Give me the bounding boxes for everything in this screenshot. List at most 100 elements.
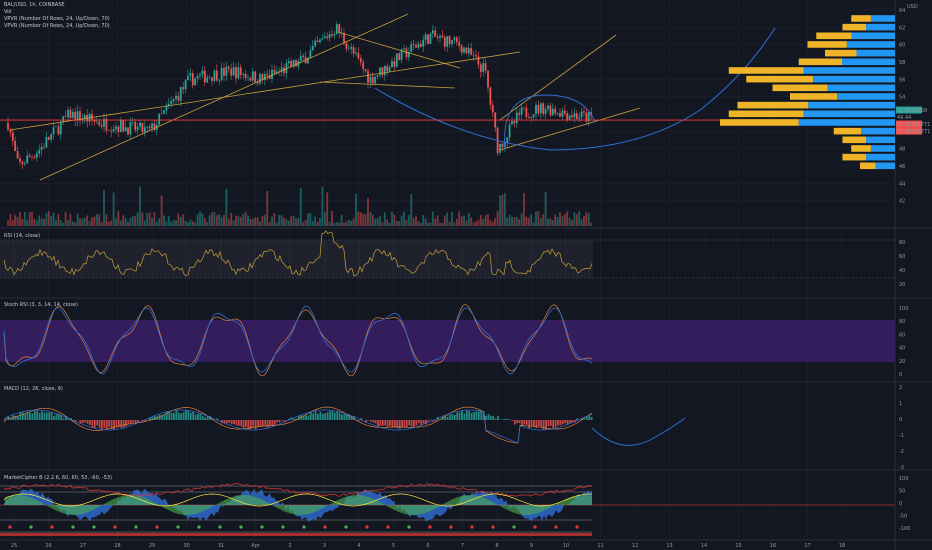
volume-bar [393, 214, 396, 226]
candle-body [530, 117, 533, 119]
volume-bar [513, 217, 516, 226]
volume-bar [345, 221, 348, 226]
macd-hist [432, 420, 435, 422]
volume-bar [81, 218, 84, 226]
candle-body [47, 137, 50, 140]
macd-hist [444, 416, 447, 420]
macd-hist [29, 412, 31, 420]
macd-hist [336, 411, 339, 420]
candle-body [515, 112, 518, 124]
macd-hist [163, 414, 166, 420]
candle-body [311, 45, 314, 51]
volume-bar [271, 216, 273, 226]
macd-hist [345, 413, 348, 420]
candle-body [249, 77, 252, 81]
candle-body [148, 126, 151, 129]
volume-bar [407, 214, 410, 226]
macd-hist [36, 410, 39, 420]
macd-hist [43, 412, 46, 420]
candle-body [520, 107, 523, 115]
volume-bar [153, 212, 156, 226]
candle-body [415, 45, 417, 48]
volume-bar [340, 214, 343, 226]
candle-body [431, 30, 434, 34]
macd-hist [137, 420, 139, 423]
mc-dot [239, 525, 243, 529]
volume-bar [362, 214, 365, 226]
macd-hist [74, 420, 77, 422]
mc-tick-0: 0 [899, 501, 902, 507]
macd-hist [449, 414, 451, 420]
price-tick-62: 62 [899, 25, 905, 31]
volume-bar [31, 211, 33, 226]
volume-bar [583, 215, 585, 226]
candle-body [35, 153, 38, 158]
candle-body [33, 156, 36, 158]
volume-bar [136, 212, 139, 226]
macd-hist [204, 417, 207, 420]
volume-bar [479, 215, 482, 226]
candle-body [261, 74, 264, 81]
candle-body [26, 155, 29, 164]
volume-bar [453, 222, 456, 226]
volume-bar [129, 217, 132, 226]
volume-bar [388, 222, 391, 226]
macd-hist [360, 418, 363, 420]
macd-hist [417, 420, 420, 423]
volume-bar [424, 218, 427, 226]
candle-body [535, 104, 537, 115]
macd-hist [588, 415, 591, 420]
macd-hist [249, 420, 252, 429]
volume-bar [470, 217, 473, 226]
volume-bar [520, 213, 523, 226]
macd-hist [134, 420, 137, 424]
macd-hist [338, 412, 341, 420]
candle-body [381, 67, 384, 76]
candle-body [412, 44, 415, 46]
candle-body [484, 63, 487, 71]
volume-bar [9, 213, 12, 226]
stoch-tick-100: 100 [899, 306, 909, 312]
macd-hist [451, 414, 454, 420]
volume-bar [213, 212, 216, 226]
mc-dot [197, 525, 201, 529]
volume-bar [563, 214, 566, 226]
stoch-k-line [3, 305, 593, 375]
macd-hist [331, 411, 334, 420]
candle-body [285, 63, 288, 74]
candle-body [194, 78, 197, 86]
volume-bar [117, 211, 120, 226]
macd-hist [257, 420, 259, 427]
volume-bar [381, 222, 384, 226]
candle-body [45, 137, 48, 148]
candle-body [141, 122, 144, 132]
macd-hist [482, 412, 485, 420]
macd-hist [307, 415, 310, 420]
volume-bar [280, 214, 283, 226]
volume-bar [223, 214, 225, 226]
vpvr-row-down [833, 127, 862, 135]
macd-hist [65, 416, 67, 420]
volume-bar [400, 215, 403, 226]
volume-bar [573, 212, 576, 226]
volume-bar [76, 213, 79, 226]
macd-hist [144, 420, 147, 422]
volume-bar [352, 218, 355, 226]
vpvr-row-down [860, 162, 876, 170]
x-tick-7: 7 [461, 543, 464, 549]
volume-bar [244, 211, 247, 226]
volume-bar [395, 221, 398, 226]
volume-bar [227, 219, 230, 226]
volume-bar [191, 221, 194, 226]
stoch-tick-40: 40 [899, 346, 905, 352]
volume-bar [350, 220, 353, 226]
candle-body [338, 24, 341, 34]
candle-body [343, 32, 345, 43]
candle-body [127, 127, 129, 135]
volume-bar [494, 218, 497, 226]
macd-hist [379, 420, 382, 426]
volume-bar [439, 222, 441, 226]
vpvr-row-up [851, 32, 895, 40]
volume-bar [268, 221, 271, 226]
